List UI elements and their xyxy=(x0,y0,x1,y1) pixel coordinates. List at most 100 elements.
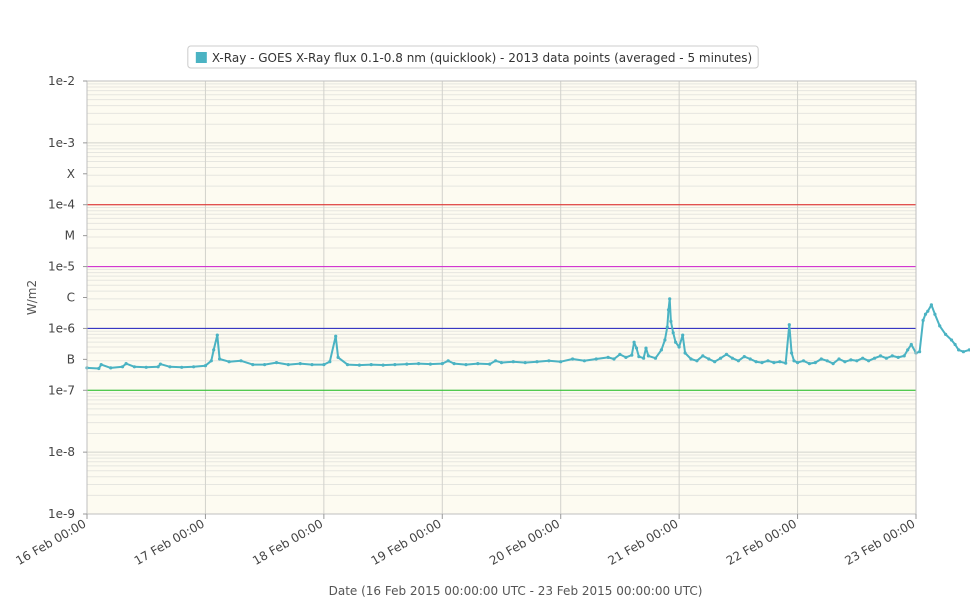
x-axis-title: Date (16 Feb 2015 00:00:00 UTC - 23 Feb … xyxy=(329,584,703,598)
data-point xyxy=(671,331,675,335)
data-point xyxy=(393,363,397,367)
data-point xyxy=(666,308,671,312)
data-point xyxy=(357,363,361,367)
data-point xyxy=(906,348,910,352)
data-point xyxy=(949,338,954,342)
x-tick-label: 18 Feb 00:00 xyxy=(250,516,325,567)
data-point xyxy=(511,360,515,364)
data-point xyxy=(634,346,639,350)
y-tick-label: 1e-3 xyxy=(48,136,75,150)
data-point xyxy=(778,360,782,364)
data-point xyxy=(944,332,948,336)
data-point xyxy=(754,360,758,364)
data-point xyxy=(923,312,928,316)
data-point xyxy=(683,351,687,355)
data-point xyxy=(813,361,817,365)
data-point xyxy=(855,359,859,363)
data-point xyxy=(310,363,314,367)
data-point xyxy=(251,363,255,367)
data-point xyxy=(766,359,770,363)
minor-gridlines xyxy=(87,83,916,496)
data-point xyxy=(203,364,207,368)
legend-label: X-Ray - GOES X-Ray flux 0.1-0.8 nm (quic… xyxy=(212,51,752,65)
data-point xyxy=(328,360,332,364)
data-point xyxy=(212,348,216,352)
y-tick-label: 1e-7 xyxy=(48,383,75,397)
data-point xyxy=(298,362,302,366)
data-point xyxy=(132,365,136,369)
data-point xyxy=(867,359,871,363)
y-tick-label: C xyxy=(67,291,75,305)
data-point xyxy=(637,355,641,359)
data-point xyxy=(624,355,628,359)
x-axis-tick-labels: 16 Feb 00:00 17 Feb 00:00 18 Feb 00:00 19 F… xyxy=(13,514,918,568)
data-point xyxy=(345,363,350,367)
data-point xyxy=(890,354,894,358)
plot-area-background xyxy=(87,81,916,514)
y-tick-label: 1e-6 xyxy=(48,321,75,335)
data-point xyxy=(523,361,527,365)
data-point xyxy=(612,357,616,361)
data-point xyxy=(953,342,957,347)
data-point xyxy=(772,361,776,365)
data-point xyxy=(99,363,103,367)
data-point xyxy=(606,355,610,359)
y-tick-label: 1e-5 xyxy=(48,260,75,274)
data-point xyxy=(499,361,504,365)
data-point xyxy=(849,358,853,362)
data-point xyxy=(440,362,444,366)
data-point xyxy=(819,357,823,361)
data-point xyxy=(218,357,222,361)
data-point xyxy=(961,350,966,354)
data-point xyxy=(156,365,160,369)
data-point xyxy=(796,361,800,365)
data-point xyxy=(784,361,788,365)
y-tick-label: X xyxy=(67,167,75,181)
data-point xyxy=(873,356,877,360)
data-point xyxy=(807,362,812,366)
data-point xyxy=(109,366,113,370)
data-point xyxy=(918,350,922,354)
data-point xyxy=(878,354,883,358)
data-point xyxy=(464,363,468,367)
y-axis-tick-labels: 1e-2 1e-3 X 1e-4 M 1e-5 C 1e-6 B 1e-7 1e-8 1e-9 xyxy=(48,74,87,521)
data-point xyxy=(239,359,243,363)
data-point xyxy=(369,363,373,367)
x-tick-label: 19 Feb 00:00 xyxy=(369,516,444,567)
data-point xyxy=(665,325,669,329)
data-point xyxy=(124,362,128,366)
data-point xyxy=(668,297,672,301)
data-point xyxy=(713,360,717,364)
data-point xyxy=(642,356,646,360)
data-point xyxy=(921,318,925,322)
data-point xyxy=(646,354,651,358)
data-point xyxy=(632,340,636,344)
data-point xyxy=(535,360,539,364)
data-point xyxy=(681,333,685,337)
data-point xyxy=(97,366,101,371)
data-point xyxy=(669,319,673,323)
data-point xyxy=(843,360,847,364)
x-tick-label: 21 Feb 00:00 xyxy=(605,516,680,567)
data-point xyxy=(787,323,791,327)
data-point xyxy=(120,365,125,369)
data-point xyxy=(571,357,575,361)
data-point xyxy=(582,359,587,363)
y-axis-title: W/m2 xyxy=(25,280,39,315)
data-point xyxy=(274,361,279,365)
y-tick-label: M xyxy=(65,229,75,243)
data-point xyxy=(209,359,213,363)
y-tick-label: 1e-2 xyxy=(48,74,75,88)
data-point xyxy=(695,359,699,363)
data-point xyxy=(825,359,829,363)
legend[interactable]: X-Ray - GOES X-Ray flux 0.1-0.8 nm (quic… xyxy=(187,45,759,69)
data-point xyxy=(476,362,480,366)
data-point xyxy=(701,354,705,358)
y-tick-label: 1e-8 xyxy=(48,445,75,459)
data-point xyxy=(158,362,162,366)
data-point xyxy=(494,359,498,363)
data-point xyxy=(227,360,231,364)
data-point xyxy=(381,363,385,367)
data-point xyxy=(674,340,678,344)
legend-box xyxy=(187,45,759,69)
